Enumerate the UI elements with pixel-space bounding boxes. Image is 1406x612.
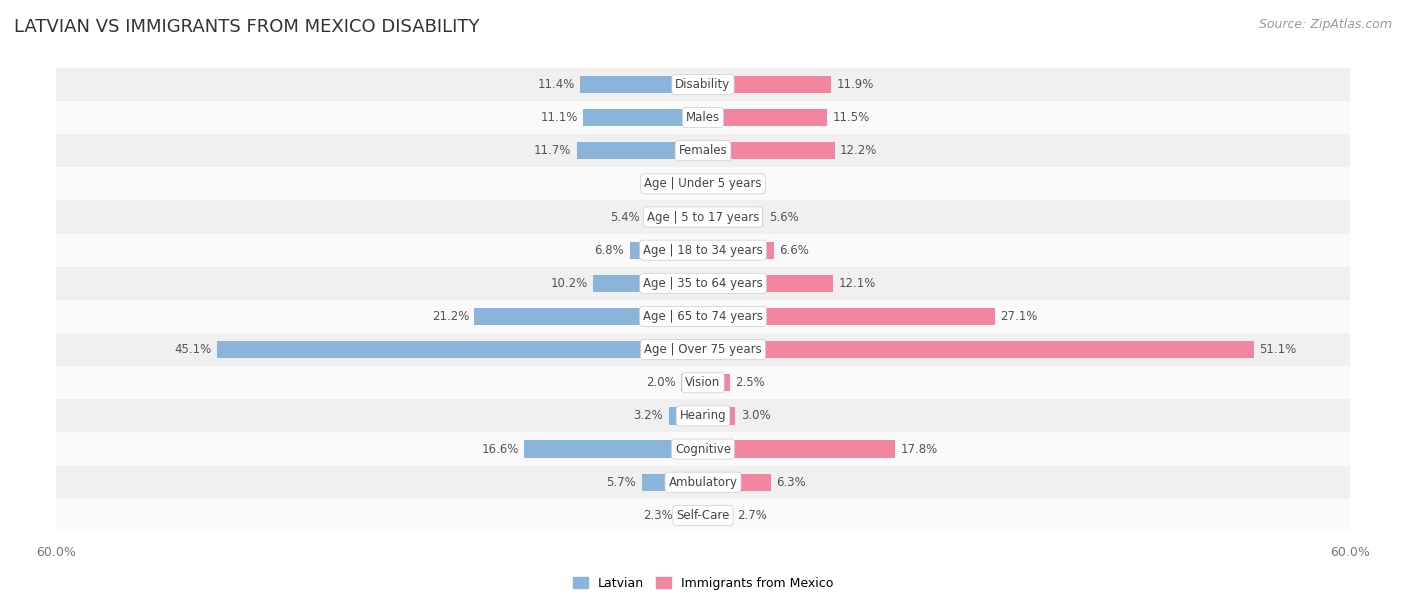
Bar: [630, 242, 703, 259]
Bar: [703, 408, 735, 425]
Text: 3.0%: 3.0%: [741, 409, 770, 422]
Bar: [56, 333, 1350, 366]
Bar: [689, 175, 703, 192]
Bar: [583, 109, 703, 126]
Text: 51.1%: 51.1%: [1260, 343, 1296, 356]
Bar: [703, 275, 834, 292]
Text: LATVIAN VS IMMIGRANTS FROM MEXICO DISABILITY: LATVIAN VS IMMIGRANTS FROM MEXICO DISABI…: [14, 18, 479, 36]
Text: 3.2%: 3.2%: [633, 409, 664, 422]
Bar: [56, 399, 1350, 433]
Text: Vision: Vision: [685, 376, 721, 389]
Bar: [703, 208, 763, 226]
Text: 10.2%: 10.2%: [550, 277, 588, 290]
Text: Cognitive: Cognitive: [675, 442, 731, 455]
Text: 12.2%: 12.2%: [839, 144, 877, 157]
Bar: [703, 341, 1254, 358]
Text: 2.0%: 2.0%: [647, 376, 676, 389]
Bar: [56, 300, 1350, 333]
Text: Age | 5 to 17 years: Age | 5 to 17 years: [647, 211, 759, 223]
Bar: [56, 499, 1350, 532]
Bar: [56, 366, 1350, 399]
Bar: [576, 142, 703, 159]
Bar: [56, 267, 1350, 300]
Text: 11.9%: 11.9%: [837, 78, 875, 91]
Bar: [641, 474, 703, 491]
Text: 45.1%: 45.1%: [174, 343, 211, 356]
Text: Females: Females: [679, 144, 727, 157]
Text: 2.5%: 2.5%: [735, 376, 765, 389]
Text: Self-Care: Self-Care: [676, 509, 730, 522]
Bar: [703, 374, 730, 392]
Bar: [703, 474, 770, 491]
Text: Age | Under 5 years: Age | Under 5 years: [644, 177, 762, 190]
Bar: [703, 507, 733, 524]
Bar: [703, 109, 827, 126]
Text: 5.4%: 5.4%: [610, 211, 640, 223]
Text: 1.3%: 1.3%: [654, 177, 683, 190]
Text: 11.4%: 11.4%: [537, 78, 575, 91]
Text: 6.8%: 6.8%: [595, 244, 624, 256]
Bar: [645, 208, 703, 226]
Text: 11.5%: 11.5%: [832, 111, 869, 124]
Text: 6.3%: 6.3%: [776, 476, 806, 489]
Bar: [56, 234, 1350, 267]
Bar: [593, 275, 703, 292]
Text: 11.1%: 11.1%: [540, 111, 578, 124]
Bar: [581, 76, 703, 93]
Text: 2.3%: 2.3%: [643, 509, 673, 522]
Text: Ambulatory: Ambulatory: [668, 476, 738, 489]
Text: Age | Over 75 years: Age | Over 75 years: [644, 343, 762, 356]
Bar: [703, 308, 995, 325]
Text: 17.8%: 17.8%: [900, 442, 938, 455]
Bar: [56, 200, 1350, 234]
Bar: [474, 308, 703, 325]
Bar: [56, 433, 1350, 466]
Bar: [703, 441, 894, 458]
Bar: [703, 242, 775, 259]
Text: 21.2%: 21.2%: [432, 310, 470, 323]
Text: 5.6%: 5.6%: [769, 211, 799, 223]
Bar: [56, 134, 1350, 167]
Text: 2.7%: 2.7%: [738, 509, 768, 522]
Text: Source: ZipAtlas.com: Source: ZipAtlas.com: [1258, 18, 1392, 31]
Text: Age | 65 to 74 years: Age | 65 to 74 years: [643, 310, 763, 323]
Text: Age | 18 to 34 years: Age | 18 to 34 years: [643, 244, 763, 256]
Text: Disability: Disability: [675, 78, 731, 91]
Text: 11.7%: 11.7%: [534, 144, 571, 157]
Bar: [56, 167, 1350, 200]
Bar: [56, 466, 1350, 499]
Text: 5.7%: 5.7%: [606, 476, 636, 489]
Bar: [524, 441, 703, 458]
Bar: [56, 101, 1350, 134]
Text: Age | 35 to 64 years: Age | 35 to 64 years: [643, 277, 763, 290]
Bar: [703, 175, 716, 192]
Text: 6.6%: 6.6%: [779, 244, 810, 256]
Bar: [678, 507, 703, 524]
Text: Hearing: Hearing: [679, 409, 727, 422]
Bar: [703, 76, 831, 93]
Bar: [703, 142, 835, 159]
Text: Males: Males: [686, 111, 720, 124]
Text: 27.1%: 27.1%: [1001, 310, 1038, 323]
Legend: Latvian, Immigrants from Mexico: Latvian, Immigrants from Mexico: [572, 577, 834, 589]
Bar: [682, 374, 703, 392]
Text: 1.2%: 1.2%: [721, 177, 751, 190]
Bar: [56, 68, 1350, 101]
Bar: [217, 341, 703, 358]
Bar: [668, 408, 703, 425]
Text: 12.1%: 12.1%: [839, 277, 876, 290]
Text: 16.6%: 16.6%: [481, 442, 519, 455]
